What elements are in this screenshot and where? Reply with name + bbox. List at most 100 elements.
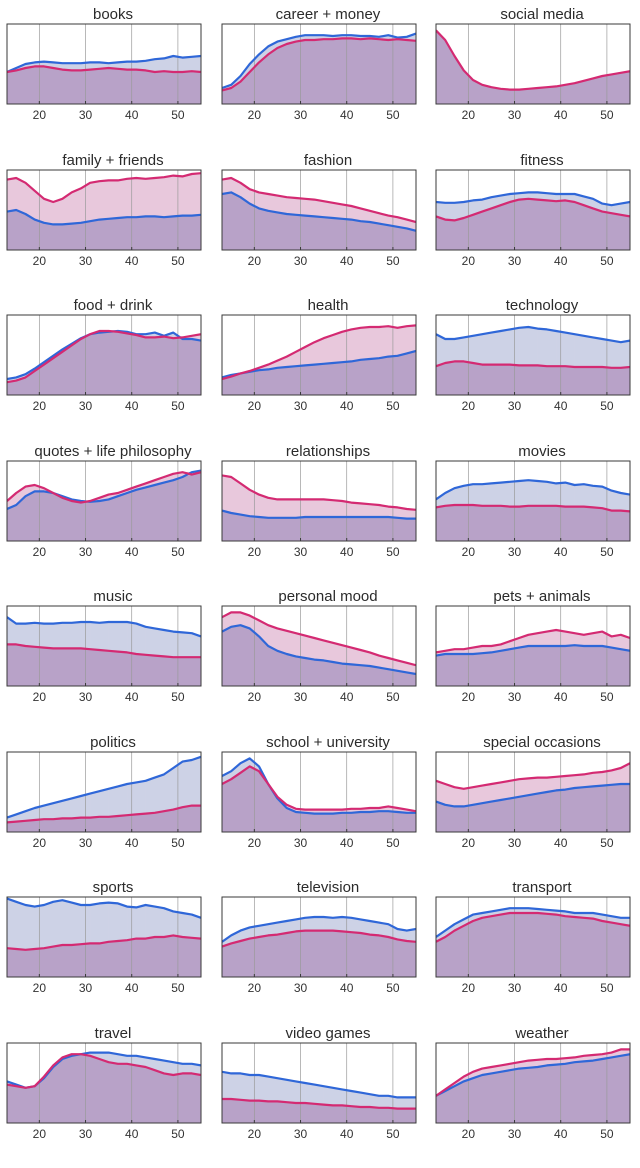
x-tick-label: 20 xyxy=(248,399,262,413)
series-line-male xyxy=(436,190,630,206)
panel-plot: 20 30 40 50 xyxy=(6,314,202,413)
x-tick-label: 30 xyxy=(79,254,93,268)
x-tick-label: 30 xyxy=(79,108,93,122)
plot-frame xyxy=(221,460,417,541)
x-tick-label: 50 xyxy=(171,981,185,995)
chart-panel-music: music 20 30 40 50 xyxy=(6,582,220,728)
panel-title: music xyxy=(93,588,133,605)
chart-panel-video-games: video games 20 30 40 50 xyxy=(221,1019,435,1165)
x-tick-label: 20 xyxy=(33,399,47,413)
x-tick-label: 50 xyxy=(171,254,185,268)
chart-panel-health: health 20 30 40 50 xyxy=(221,291,435,437)
series-line-male xyxy=(436,325,630,344)
chart-panel-social-media: social media 20 30 40 50 xyxy=(435,0,640,146)
series-line-male xyxy=(222,509,416,520)
x-tick-label: 30 xyxy=(294,981,308,995)
panel-plot: 20 30 40 50 xyxy=(435,751,631,850)
plot-frame xyxy=(6,751,202,832)
series-line-female xyxy=(7,470,201,504)
x-tick-label: 30 xyxy=(79,981,93,995)
x-tick-label: 50 xyxy=(386,545,400,559)
panel-plot: 20 30 40 50 xyxy=(221,605,417,704)
x-tick-label: 50 xyxy=(171,399,185,413)
series-line-male xyxy=(222,624,416,676)
overlap-area xyxy=(436,1053,630,1123)
panel-plot: 20 30 40 50 xyxy=(221,1042,417,1141)
x-tick-label: 20 xyxy=(33,981,47,995)
x-tick-label: 20 xyxy=(462,690,476,704)
x-tick-label: 50 xyxy=(386,108,400,122)
x-tick-label: 40 xyxy=(340,690,354,704)
x-tick-label: 50 xyxy=(600,1127,614,1141)
panel-plot: 20 30 40 50 xyxy=(435,23,631,122)
chart-panel-weather: weather 20 30 40 50 xyxy=(435,1019,640,1165)
series-line-male xyxy=(7,616,201,638)
x-tick-label: 20 xyxy=(248,545,262,559)
series-line-male xyxy=(7,897,201,919)
panel-plot: 20 30 40 50 xyxy=(435,605,631,704)
series-line-female xyxy=(436,628,630,654)
x-tick-label: 40 xyxy=(125,690,139,704)
panel-title: food + drink xyxy=(73,297,153,314)
plot-frame xyxy=(221,1042,417,1123)
chart-panel-food-drink: food + drink 20 30 40 50 xyxy=(6,291,220,437)
series-line-male xyxy=(222,32,416,90)
series-line-male xyxy=(7,469,201,510)
panel-title: fitness xyxy=(520,151,564,169)
x-tick-label: 20 xyxy=(33,545,47,559)
series-line-male xyxy=(222,756,416,815)
panel-plot: 20 30 40 50 xyxy=(6,1042,202,1141)
series-line-male xyxy=(222,1070,416,1098)
x-tick-label: 40 xyxy=(554,836,568,850)
series-line-male xyxy=(7,208,201,225)
plot-frame xyxy=(435,896,631,978)
plot-frame xyxy=(435,314,631,396)
x-tick-label: 20 xyxy=(462,254,476,268)
series-line-female xyxy=(436,197,630,221)
x-tick-label: 30 xyxy=(294,399,308,413)
x-tick-label: 30 xyxy=(508,545,522,559)
panel-title: video games xyxy=(285,1024,371,1042)
x-tick-label: 50 xyxy=(386,981,400,995)
series-line-female xyxy=(7,1052,201,1089)
plot-frame xyxy=(221,169,417,250)
overlap-area xyxy=(222,765,416,832)
x-tick-label: 30 xyxy=(508,254,522,268)
x-tick-label: 20 xyxy=(248,981,262,995)
x-tick-label: 50 xyxy=(171,1127,185,1141)
x-tick-label: 20 xyxy=(462,545,476,559)
series-line-male xyxy=(222,190,416,232)
panel-title: books xyxy=(92,6,134,23)
panel-title: career + money xyxy=(275,6,381,23)
series-line-female xyxy=(7,65,201,74)
x-tick-label: 40 xyxy=(554,108,568,122)
plot-frame xyxy=(221,605,417,687)
series-line-female xyxy=(436,29,630,91)
plot-frame xyxy=(435,605,631,687)
x-tick-label: 30 xyxy=(508,836,522,850)
series-line-male xyxy=(222,349,416,379)
panel-plot: 20 30 40 50 xyxy=(6,169,202,268)
x-tick-label: 30 xyxy=(294,254,308,268)
panel-plot: 20 30 40 50 xyxy=(221,896,417,995)
series-line-male xyxy=(7,755,201,819)
chart-panel-television: television 20 30 40 50 xyxy=(221,873,435,1019)
x-tick-label: 50 xyxy=(386,836,400,850)
x-tick-label: 30 xyxy=(508,1127,522,1141)
x-tick-label: 20 xyxy=(33,690,47,704)
chart-panel-personal-mood: personal mood 20 30 40 50 xyxy=(221,582,435,728)
chart-panel-travel: travel 20 30 40 50 xyxy=(6,1019,220,1165)
x-tick-label: 20 xyxy=(33,254,47,268)
series-line-male xyxy=(436,644,630,657)
series-line-male xyxy=(7,329,201,381)
x-tick-label: 30 xyxy=(294,690,308,704)
x-tick-label: 50 xyxy=(386,399,400,413)
x-tick-label: 20 xyxy=(462,1127,476,1141)
plot-frame xyxy=(6,23,202,105)
overlap-area xyxy=(222,38,416,104)
panel-plot: 20 30 40 50 xyxy=(6,460,202,559)
x-tick-label: 40 xyxy=(554,254,568,268)
plot-frame xyxy=(6,314,202,396)
panel-title: special occasions xyxy=(483,733,601,751)
